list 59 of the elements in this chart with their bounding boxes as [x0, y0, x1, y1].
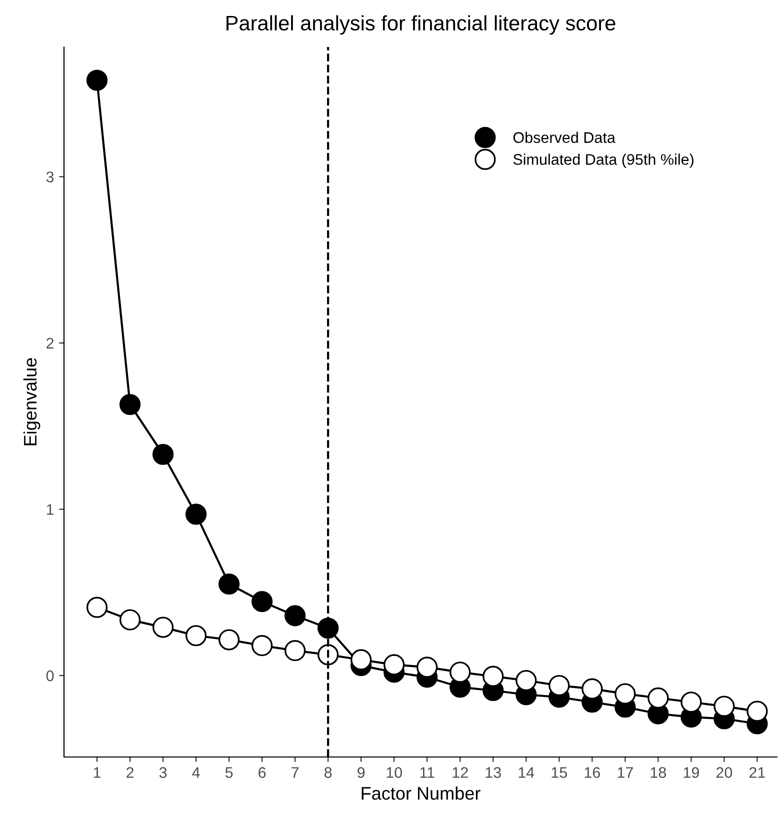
point	[152, 616, 174, 638]
x-tick-label: 21	[749, 767, 765, 778]
x-tick-label: 15	[552, 767, 567, 778]
x-tick-label: 11	[420, 767, 434, 778]
point	[119, 609, 141, 630]
point	[185, 625, 207, 646]
point	[218, 574, 240, 595]
point	[252, 590, 273, 612]
point	[318, 644, 339, 666]
point	[384, 654, 405, 676]
point	[218, 629, 240, 650]
point	[482, 666, 504, 687]
y-tick-label: 2	[46, 338, 54, 349]
x-tick-label: 1	[94, 767, 101, 778]
y-axis-title: Eigenvalue	[23, 358, 40, 446]
point	[152, 444, 174, 465]
point	[284, 640, 306, 662]
x-tick-label: 17	[618, 767, 633, 778]
point	[516, 670, 537, 692]
point	[548, 674, 570, 696]
x-tick-label: 19	[684, 767, 699, 778]
point	[86, 70, 108, 91]
point	[648, 687, 669, 709]
x-axis-title: Factor Number	[362, 786, 480, 800]
point	[746, 700, 768, 722]
point	[680, 692, 702, 713]
x-tick-label: 16	[584, 767, 600, 778]
x-tick-label: 12	[452, 767, 468, 778]
point	[284, 605, 306, 626]
point	[185, 504, 207, 525]
chart-title: Parallel analysis for financial literacy score	[226, 15, 616, 35]
x-tick-label: 18	[650, 767, 666, 778]
legend-label: Simulated Data (95th %ile)	[513, 154, 694, 168]
x-tick-label: 14	[518, 767, 534, 778]
point	[614, 683, 636, 704]
y-tick-label: 3	[46, 172, 54, 182]
point	[318, 618, 339, 639]
legend-label: Observed Data	[513, 132, 616, 143]
x-tick-label: 6	[258, 767, 266, 778]
y-tick-label: 0	[46, 670, 54, 682]
point	[416, 656, 438, 678]
x-tick-label: 7	[292, 767, 299, 778]
x-tick-label: 13	[486, 767, 501, 778]
x-tick-label: 5	[225, 767, 233, 778]
x-tick-label: 2	[126, 767, 134, 778]
x-tick-label: 9	[358, 767, 365, 778]
point	[119, 394, 141, 416]
point	[252, 635, 273, 656]
point	[86, 596, 108, 618]
point	[350, 649, 372, 670]
point	[582, 678, 603, 700]
point	[714, 696, 735, 717]
x-tick-label: 8	[324, 767, 332, 778]
x-tick-label: 20	[716, 767, 732, 778]
y-tick-label: 1	[46, 504, 54, 515]
x-tick-label: 10	[386, 767, 402, 778]
x-tick-label: 3	[159, 767, 167, 778]
point	[450, 662, 471, 683]
x-tick-label: 4	[192, 767, 200, 778]
